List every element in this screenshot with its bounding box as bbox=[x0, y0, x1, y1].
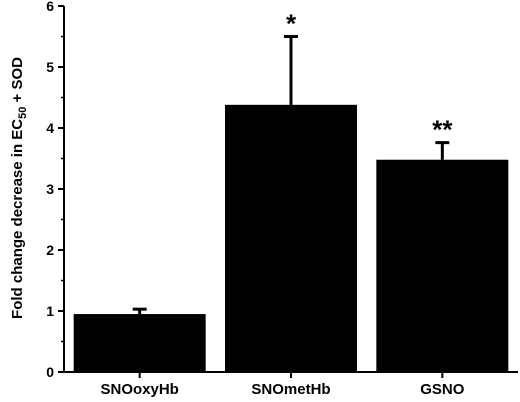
significance-marker: ** bbox=[432, 115, 453, 145]
bar bbox=[73, 314, 206, 372]
y-axis-title-subscript: 50 bbox=[17, 107, 29, 119]
bar bbox=[376, 159, 509, 372]
bar bbox=[225, 104, 357, 372]
significance-marker: * bbox=[286, 9, 297, 39]
y-axis-title: Fold change decrease in EC50 + SOD bbox=[9, 57, 29, 319]
y-tick-label: 4 bbox=[46, 120, 54, 136]
y-tick-label: 2 bbox=[46, 242, 54, 258]
x-tick-label: SNOoxyHb bbox=[100, 381, 178, 398]
y-axis-title-main: Fold change decrease in EC bbox=[9, 119, 26, 319]
y-axis-title-tail: + SOD bbox=[9, 57, 26, 107]
x-tick-label: SNOmetHb bbox=[251, 381, 330, 398]
y-tick-label: 0 bbox=[46, 364, 54, 380]
y-tick-label: 5 bbox=[46, 59, 54, 75]
y-tick-label: 3 bbox=[46, 181, 54, 197]
x-tick-label: GSNO bbox=[420, 381, 465, 398]
y-tick-label: 1 bbox=[46, 303, 54, 319]
plot-area: 0 1 2 3 4 5 6 SNOoxyHb SNOmetHb * GSNO ** bbox=[46, 0, 518, 398]
y-tick-label: 6 bbox=[46, 0, 54, 14]
